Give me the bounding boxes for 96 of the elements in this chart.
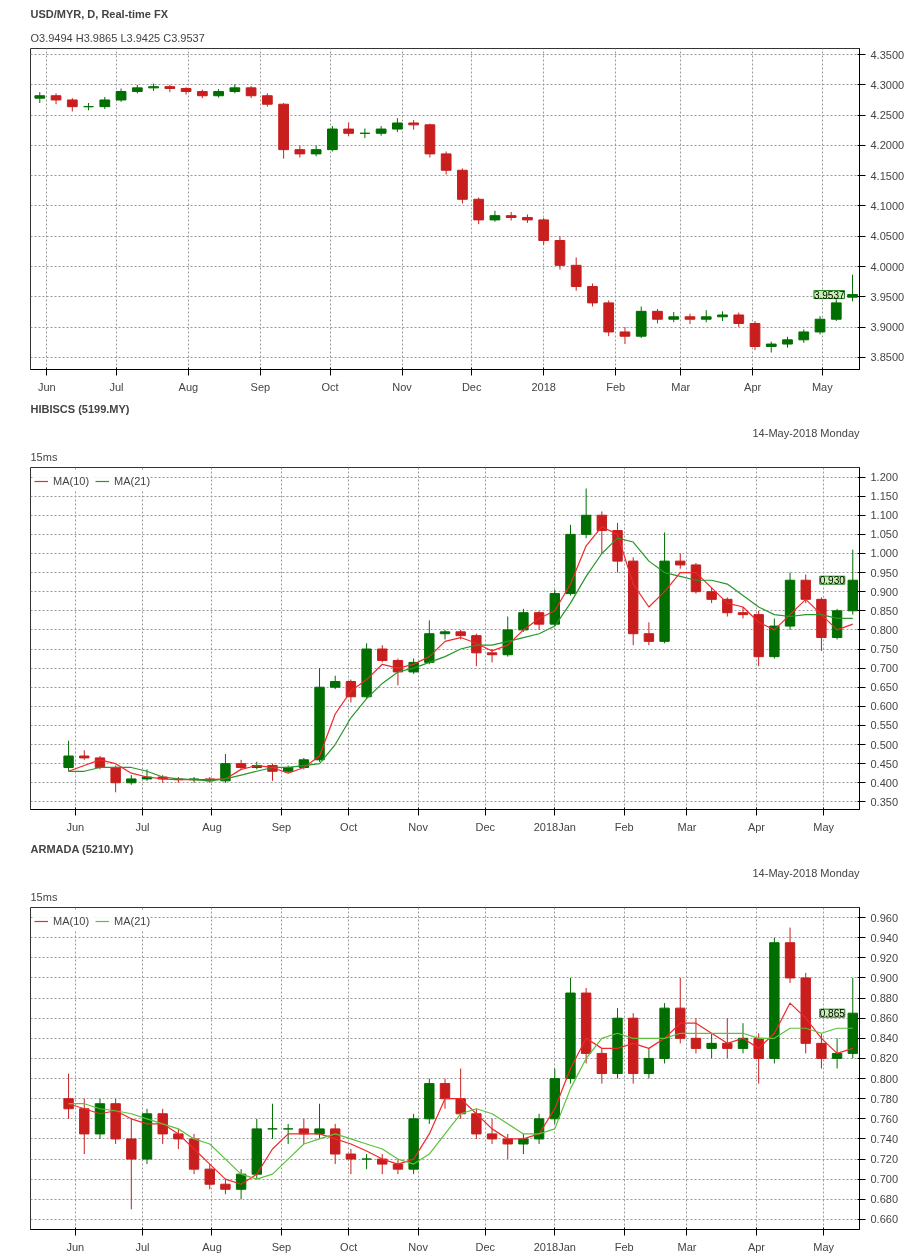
y-tick-label: 0.500: [870, 738, 899, 751]
y-tick-label: 0.880: [870, 992, 899, 1005]
x-tick-label: 2018: [531, 380, 556, 393]
x-tick-label: 2018Jan: [533, 1240, 576, 1253]
y-tick-label: 0.400: [870, 776, 899, 789]
y-tick-label: 0.960: [870, 911, 899, 924]
x-tick-label: Dec: [475, 1240, 496, 1253]
y-tick-label: 0.900: [870, 971, 899, 984]
y-tick-label: 0.920: [870, 951, 899, 964]
y-tick-label: 1.050: [870, 528, 899, 541]
text: 14-May-2018 Monday: [752, 866, 860, 879]
y-tick-label: 0.700: [870, 662, 899, 675]
y-tick-label: 1.150: [870, 490, 899, 503]
x-tick-label: May: [813, 820, 835, 833]
y-tick-label: 0.820: [870, 1052, 899, 1065]
x-tick-label: Dec: [475, 820, 496, 833]
y-tick-label: 4.1000: [870, 199, 905, 212]
x-tick-label: Aug: [178, 380, 199, 393]
y-tick-label: 4.3000: [870, 78, 905, 91]
annotation: 3.9537: [813, 289, 845, 301]
y-tick-label: 0.700: [870, 1173, 899, 1186]
y-tick-label: 0.660: [870, 1213, 899, 1226]
y-tick-label: 0.850: [870, 604, 899, 617]
x-tick-label: Apr: [747, 820, 766, 833]
y-tick-label: 0.680: [870, 1193, 899, 1206]
y-tick-label: 4.1500: [870, 169, 905, 182]
x-tick-label: Oct: [340, 1240, 358, 1253]
y-tick-label: 4.0500: [870, 230, 905, 243]
x-tick-label: Dec: [461, 380, 482, 393]
x-tick-label: Apr: [744, 380, 762, 393]
x-tick-label: Aug: [202, 1240, 222, 1253]
annotation: 0.930: [819, 575, 846, 587]
chart-title: ARMADA (5210.MY): [30, 842, 134, 855]
y-tick-label: 0.720: [870, 1153, 899, 1166]
y-tick-label: 0.550: [870, 719, 899, 732]
x-tick-label: Jul: [135, 820, 150, 833]
legend-label: MA(21): [114, 915, 151, 927]
chart-subtitle: O3.9494 H3.9865 L3.9425 C3.9537: [30, 31, 205, 44]
annotation: 0.865: [819, 1008, 846, 1020]
y-tick-label: 0.740: [870, 1132, 899, 1145]
x-tick-label: May: [813, 1240, 835, 1253]
chart-title: HIBISCS (5199.MY): [30, 402, 130, 415]
x-tick-label: Feb: [606, 380, 626, 393]
x-tick-label: Aug: [202, 820, 222, 833]
x-tick-label: Nov: [392, 380, 413, 393]
y-tick-label: 0.840: [870, 1032, 899, 1045]
x-tick-label: Sep: [250, 380, 271, 393]
legend-label: MA(10): [53, 475, 90, 487]
legend-label: MA(21): [114, 475, 151, 487]
x-tick-label: 2018Jan: [533, 820, 576, 833]
text: 14-May-2018 Monday: [752, 426, 860, 439]
y-tick-label: 0.940: [870, 931, 899, 944]
x-tick-label: Oct: [340, 820, 358, 833]
y-tick-label: 1.200: [870, 471, 899, 484]
y-tick-label: 3.9500: [870, 290, 905, 303]
y-tick-label: 0.800: [870, 1072, 899, 1085]
x-tick-label: Sep: [271, 820, 292, 833]
y-tick-label: 4.0000: [870, 260, 905, 273]
x-tick-label: Jul: [109, 380, 124, 393]
x-tick-label: Nov: [408, 820, 429, 833]
y-tick-label: 0.900: [870, 585, 899, 598]
y-tick-label: 0.950: [870, 566, 899, 579]
y-tick-label: 0.350: [870, 795, 899, 808]
y-tick-label: 3.8500: [870, 351, 905, 364]
x-tick-label: Jun: [66, 1240, 85, 1253]
x-tick-label: May: [811, 380, 834, 393]
chart-subtitle: 15ms: [30, 890, 58, 903]
x-tick-label: Mar: [677, 1240, 697, 1253]
y-tick-label: 0.800: [870, 623, 899, 636]
x-tick-label: Mar: [671, 380, 691, 393]
y-tick-label: 4.2000: [870, 139, 905, 152]
y-tick-label: 4.3500: [870, 48, 905, 61]
x-tick-label: Oct: [321, 380, 339, 393]
chart-subtitle: 15ms: [30, 450, 58, 463]
y-tick-label: 4.2500: [870, 109, 905, 122]
y-tick-label: 0.750: [870, 643, 899, 656]
x-tick-label: Jun: [66, 820, 85, 833]
x-tick-label: Feb: [614, 1240, 634, 1253]
x-tick-label: Mar: [677, 820, 697, 833]
x-tick-label: Apr: [747, 1240, 766, 1253]
y-tick-label: 0.650: [870, 681, 899, 694]
x-tick-label: Sep: [271, 1240, 292, 1253]
y-tick-label: 0.860: [870, 1012, 899, 1025]
legend-label: MA(10): [53, 915, 90, 927]
x-tick-label: Jun: [37, 380, 56, 393]
y-tick-label: 3.9000: [870, 321, 905, 334]
y-tick-label: 0.450: [870, 757, 899, 770]
y-tick-label: 0.780: [870, 1092, 899, 1105]
x-tick-label: Feb: [614, 820, 634, 833]
x-tick-label: Nov: [408, 1240, 429, 1253]
y-tick-label: 1.100: [870, 509, 899, 522]
chart-title: USD/MYR, D, Real-time FX: [30, 7, 169, 20]
y-tick-label: 0.600: [870, 700, 899, 713]
y-tick-label: 1.000: [870, 547, 899, 560]
x-tick-label: Jul: [135, 1240, 150, 1253]
y-tick-label: 0.760: [870, 1112, 899, 1125]
